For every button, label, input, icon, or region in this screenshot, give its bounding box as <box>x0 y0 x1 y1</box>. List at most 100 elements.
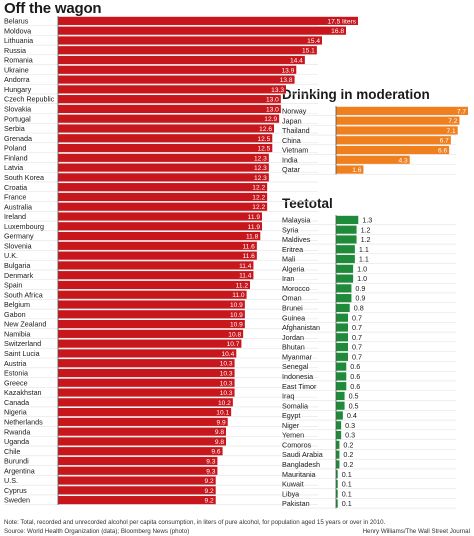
bar-algeria <box>336 264 354 273</box>
bar-moldova <box>58 26 347 35</box>
bar-burundi <box>58 456 218 466</box>
value-label-u-k: 11.6 <box>243 253 256 260</box>
bar-uganda <box>58 437 227 446</box>
value-label-south-korea: 12.3 <box>254 175 267 182</box>
panel-teetotal: Malaysia 1.3 Syria 1.2 Maldives 1.2 Eritrea 1.1… <box>282 215 456 509</box>
value-label-chile: 9.6 <box>211 449 220 456</box>
category-label-bhutan: Bhutan <box>282 343 305 352</box>
category-label-brunei: Brunei <box>282 304 303 313</box>
bar-saudi-arabia <box>336 450 340 459</box>
value-label-greece: 10.3 <box>220 380 233 387</box>
category-label-greece: Greece <box>4 378 28 387</box>
bar-south-africa <box>58 290 247 299</box>
bar-east-timor <box>336 382 347 391</box>
value-label-estonia: 10.3 <box>220 370 233 377</box>
bar-new-zealand <box>58 319 245 329</box>
source-line: Source: World Health Organization (data)… <box>4 528 190 535</box>
bar-czech-republic <box>58 95 281 104</box>
bar-myanmar <box>336 352 349 361</box>
panel-off-the-wagon: Belarus 17.5 liters Moldova 16.8 Lithuania 15… <box>4 16 359 506</box>
value-label-netherlands: 9.9 <box>217 419 226 426</box>
category-label-germany: Germany <box>4 232 34 241</box>
value-label-czech-republic: 13.0 <box>266 97 279 104</box>
category-label-argentina: Argentina <box>4 466 35 475</box>
bar-indonesia <box>336 372 347 381</box>
bar-somalia <box>336 401 345 410</box>
bar-slovakia <box>58 104 281 113</box>
bar-rwanda <box>58 427 227 436</box>
value-label-argentina: 9.3 <box>206 468 215 475</box>
value-label-kazakhstan: 10.3 <box>220 390 233 397</box>
category-label-somalia: Somalia <box>282 401 308 410</box>
value-label-namibia: 10.8 <box>228 331 241 338</box>
value-label-algeria: 1.0 <box>357 264 367 273</box>
bar-ireland <box>58 212 263 221</box>
category-label-india: India <box>282 155 298 164</box>
category-label-kuwait: Kuwait <box>282 480 304 489</box>
category-label-new-zealand: New Zealand <box>4 320 46 329</box>
category-label-lithuania: Lithuania <box>4 36 33 45</box>
value-label-canada: 10.2 <box>218 400 231 407</box>
bar-kuwait <box>336 479 338 489</box>
value-label-spain: 11.2 <box>236 282 249 289</box>
bar-japan <box>336 116 460 125</box>
bar-france <box>58 192 268 202</box>
category-label-bulgaria: Bulgaria <box>4 261 30 270</box>
category-label-saudi-arabia: Saudi Arabia <box>282 450 323 459</box>
category-label-egypt: Egypt <box>282 411 300 420</box>
category-label-iran: Iran <box>282 274 294 283</box>
bar-eritrea <box>336 245 355 254</box>
bar-argentina <box>58 466 218 475</box>
category-label-syria: Syria <box>282 225 298 234</box>
value-label-austria: 10.3 <box>220 361 233 368</box>
category-label-spain: Spain <box>4 281 22 290</box>
value-label-jordan: 0.7 <box>352 333 362 342</box>
category-label-latvia: Latvia <box>4 163 23 172</box>
value-label-comoros: 0.2 <box>343 440 353 449</box>
category-label-croatia: Croatia <box>4 183 27 192</box>
category-label-denmark: Denmark <box>4 271 34 280</box>
bar-luxembourg <box>58 222 263 231</box>
bar-u-s <box>58 476 216 485</box>
value-label-switzerland: 10.7 <box>227 341 240 348</box>
category-label-czech-republic: Czech Republic <box>4 95 55 104</box>
category-label-luxembourg: Luxembourg <box>4 222 44 231</box>
value-label-u-s: 9.2 <box>205 478 214 485</box>
bar-netherlands <box>58 417 228 426</box>
bar-belarus <box>58 16 359 25</box>
bar-qatar <box>336 165 364 174</box>
bar-belgium <box>58 300 245 309</box>
value-label-mauritania: 0.1 <box>342 470 352 479</box>
value-label-mali: 1.1 <box>359 255 369 264</box>
value-label-luxembourg: 11.9 <box>248 224 261 231</box>
category-label-france: France <box>4 193 26 202</box>
bar-gabon <box>58 310 245 319</box>
value-label-new-zealand: 10.9 <box>230 322 243 329</box>
category-label-pakistan: Pakistan <box>282 499 310 508</box>
category-label-u-s: U.S. <box>4 476 18 485</box>
bar-mali <box>336 254 355 264</box>
bar-poland <box>58 143 273 153</box>
value-label-egypt: 0.4 <box>347 411 357 420</box>
value-label-nigeria: 10.1 <box>216 410 229 417</box>
category-label-south-korea: South Korea <box>4 173 44 182</box>
bar-libya <box>336 489 338 498</box>
category-label-china: China <box>282 136 301 145</box>
value-label-romania: 14.4 <box>290 58 303 65</box>
category-label-austria: Austria <box>4 359 26 368</box>
bar-cyprus <box>58 486 216 495</box>
value-label-syria: 1.2 <box>361 225 371 234</box>
bar-thailand <box>336 126 458 135</box>
bar-china <box>336 136 451 145</box>
value-label-russia: 15.1 <box>302 48 315 55</box>
category-label-portugal: Portugal <box>4 114 31 123</box>
category-label-maldives: Maldives <box>282 235 311 244</box>
category-label-estonia: Estonia <box>4 369 28 378</box>
category-label-belarus: Belarus <box>4 16 29 25</box>
bar-bangladesh <box>336 460 340 469</box>
bar-pakistan <box>336 499 338 508</box>
value-label-bangladesh: 0.2 <box>343 460 353 469</box>
bar-iran <box>336 274 354 283</box>
value-label-cyprus: 9.2 <box>205 488 214 495</box>
value-label-andorra: 13.8 <box>280 77 293 84</box>
